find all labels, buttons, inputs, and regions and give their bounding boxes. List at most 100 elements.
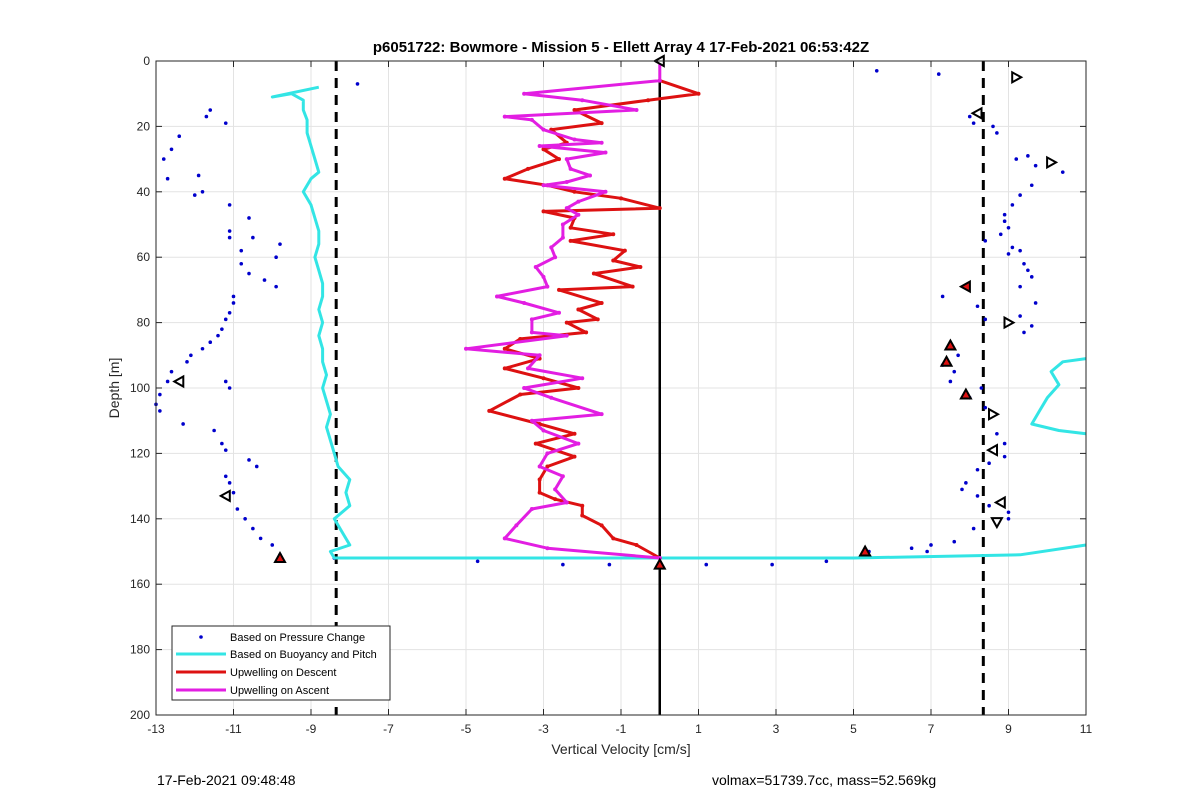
series-marker: [553, 497, 558, 502]
series-marker: [580, 98, 585, 103]
data-point: [1006, 252, 1011, 256]
series-marker: [603, 150, 608, 155]
data-point: [231, 294, 236, 299]
data-point: [251, 526, 255, 531]
data-point: [223, 379, 228, 384]
series-marker: [518, 392, 523, 397]
y-tick-label: 180: [130, 643, 150, 657]
x-tick-label: -5: [461, 722, 472, 736]
data-point: [161, 157, 166, 161]
data-point: [1033, 163, 1038, 168]
data-point: [204, 114, 209, 119]
series-marker: [560, 474, 565, 479]
series-marker: [564, 333, 569, 338]
series-marker: [572, 137, 577, 142]
series-marker: [537, 464, 542, 469]
data-point: [270, 543, 275, 547]
legend-item-descent: Upwelling on Descent: [176, 667, 336, 679]
legend-box: [171, 625, 391, 701]
footer-volmax-mass: volmax=51739.7cc, mass=52.569kg: [712, 772, 937, 788]
data-point: [987, 461, 991, 466]
series-marker: [584, 330, 589, 335]
data-point: [227, 386, 232, 390]
data-point: [235, 507, 240, 511]
series-based-on-buoyancy-and-pitch-segment-2-: [1030, 357, 1087, 436]
data-point: [355, 82, 360, 86]
legend-label-ascent: Upwelling on Ascent: [230, 685, 329, 697]
data-point: [158, 409, 162, 413]
x-tick-label: -1: [616, 722, 627, 736]
data-point: [216, 333, 220, 338]
data-point: [925, 549, 929, 554]
marker-tri-right: [988, 407, 1001, 421]
x-tick-label: -9: [306, 722, 317, 736]
x-axis-label: Vertical Velocity [cm/s]: [551, 741, 690, 757]
footer-timestamp: 17-Feb-2021 09:48:48: [157, 772, 296, 788]
data-point: [1006, 510, 1011, 515]
marker-tri-up: [273, 550, 287, 563]
series-marker: [564, 500, 569, 505]
series-marker: [537, 144, 542, 149]
data-point: [262, 278, 267, 282]
y-tick-label: 40: [137, 185, 151, 199]
data-point: [1002, 441, 1007, 446]
series-marker: [630, 284, 635, 289]
series-marker: [549, 395, 554, 400]
series-marker: [568, 238, 573, 243]
data-point: [158, 392, 162, 397]
data-point: [1026, 268, 1030, 273]
series-based-on-buoyancy-and-pitch: [270, 85, 1087, 560]
legend: Based on Pressure Change Based on Buoyan…: [171, 625, 391, 701]
data-point: [1002, 219, 1007, 224]
series-marker: [580, 503, 585, 508]
data-point: [960, 487, 964, 492]
series-marker: [502, 114, 507, 119]
series-marker: [545, 451, 550, 456]
data-point: [909, 546, 914, 551]
data-point: [952, 369, 957, 374]
data-point: [704, 562, 709, 567]
series-marker: [576, 386, 581, 390]
data-point: [983, 239, 988, 243]
series-marker: [541, 428, 546, 433]
series-marker: [564, 320, 569, 325]
series-marker: [622, 248, 627, 253]
series-marker: [580, 513, 585, 518]
series-marker: [557, 157, 561, 162]
series-marker: [599, 412, 604, 417]
y-tick-label: 20: [137, 119, 151, 133]
series-marker: [526, 166, 530, 171]
series-marker: [553, 255, 558, 260]
y-tick-label: 200: [130, 708, 150, 722]
data-point: [1002, 454, 1007, 459]
series-upwelling-on-ascent: [464, 59, 662, 561]
data-point: [929, 543, 933, 547]
series-marker: [696, 91, 701, 96]
data-point: [1018, 284, 1022, 289]
data-point: [971, 121, 976, 125]
y-tick-label: 160: [130, 577, 150, 591]
data-point: [258, 536, 263, 541]
data-point: [940, 294, 945, 299]
series-marker: [588, 173, 592, 178]
data-point: [231, 490, 236, 495]
data-point: [227, 481, 232, 485]
series-marker: [591, 271, 596, 276]
y-tick-label: 100: [130, 381, 150, 395]
series-marker: [464, 346, 468, 351]
data-point: [1014, 157, 1019, 161]
marker-tri-right: [1003, 315, 1016, 330]
marker-tri-right: [1011, 70, 1024, 84]
data-point: [987, 503, 991, 508]
series-marker: [611, 258, 616, 263]
series-marker: [572, 108, 577, 113]
data-point: [181, 422, 185, 426]
legend-item-ascent: Upwelling on Ascent: [176, 685, 329, 697]
x-tick-label: -7: [383, 722, 394, 736]
series-marker: [557, 310, 561, 315]
data-point: [975, 304, 980, 309]
data-point: [475, 559, 480, 564]
series-marker: [537, 353, 542, 358]
series-marker: [502, 366, 507, 371]
series-marker: [595, 317, 600, 322]
